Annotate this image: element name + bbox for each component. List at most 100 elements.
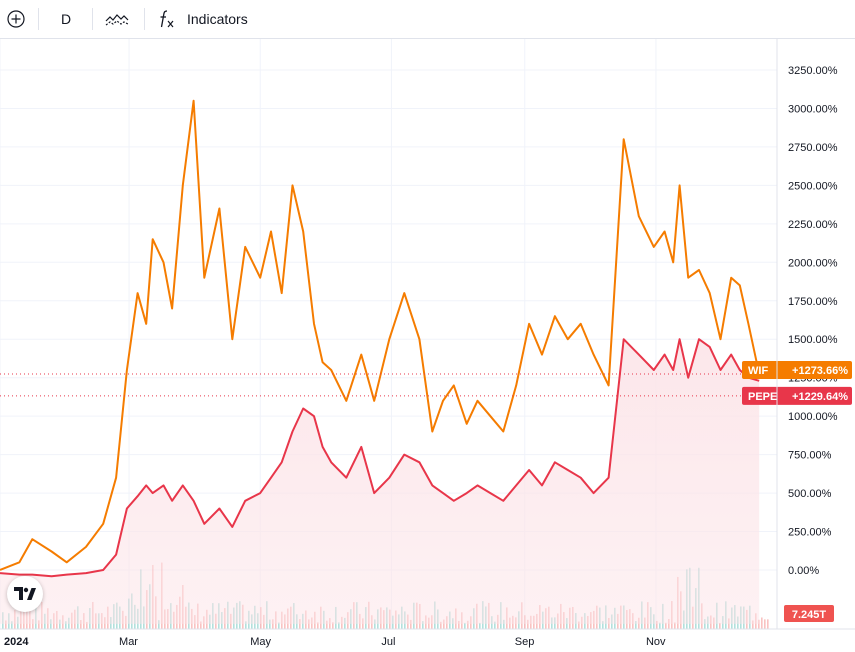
y-tick-label: 750.00% [788,450,832,462]
volume-bar [338,622,340,629]
pepe-line [0,338,760,578]
y-tick-label: 2250.00% [788,219,838,231]
series-lines [0,99,761,578]
volume-bar [458,620,460,629]
volume-bar [668,618,670,629]
y-tick-label: 2000.00% [788,257,838,269]
volume-tag: 7.245T [784,605,834,622]
tradingview-logo[interactable] [7,576,43,612]
y-tick-label: 250.00% [788,527,832,539]
volume-bar [410,619,412,629]
volume-bar [443,619,445,629]
wif-tag-value: +1273.66% [792,365,848,377]
pepe-tag-value: +1229.64% [792,391,848,403]
volume-bar [50,619,52,629]
plus-circle-icon [7,10,25,28]
volume-bar [269,619,271,629]
volume-bar [494,621,496,629]
volume-bar [635,621,637,629]
x-axis: 2024 Mar May Jul Sep Nov [4,636,666,648]
x-tick-label: Mar [119,636,138,648]
compare-button[interactable] [102,0,132,38]
volume-bar [527,619,529,629]
volume-bar [464,622,466,629]
volume-bar [674,622,676,629]
volume-bar [578,621,580,629]
add-symbol-button[interactable] [3,0,29,38]
pepe-tag: PEPE +1229.64% [742,386,852,405]
wif-line [0,99,761,571]
y-tick-label: 1750.00% [788,296,838,308]
volume-bar [659,622,661,629]
volume-bar [422,621,424,629]
volume-bar [332,622,334,629]
volume-bar [704,619,706,629]
x-tick-label: Sep [515,636,535,648]
pepe-area [0,339,760,624]
y-tick-label: 2500.00% [788,180,838,192]
y-tick-label: 3000.00% [788,103,838,115]
volume-bar [278,622,280,629]
volume-bar [752,620,754,629]
volume-bar [245,621,247,629]
volume-bar [200,621,202,629]
y-tick-label: 0.00% [788,565,819,577]
toolbar-divider [144,8,145,30]
volume-bar [86,621,88,629]
y-tick-label: 500.00% [788,488,832,500]
volume-bar [767,619,769,629]
volume-bar [32,619,34,629]
volume-bar [503,619,505,629]
compare-symbols-icon [105,14,129,26]
volume-bar [38,620,40,629]
volume-bar [272,619,274,629]
wif-tag: WIF +1273.66% [742,361,852,380]
volume-bar [11,621,13,629]
volume-bar [158,620,160,629]
price-chart[interactable]: 3250.00% 3000.00% 2750.00% 2500.00% 2250.00%… [0,39,855,652]
toolbar: D Indicators [0,0,855,39]
volume-bar [299,619,301,629]
interval-label: D [60,11,72,27]
y-axis: 3250.00% 3000.00% 2750.00% 2500.00% 2250.00%… [788,65,838,577]
series-tags: WIF +1273.66% PEPE +1229.64% 7.245T [742,361,852,622]
volume-bar [317,622,319,629]
x-tick-label: Nov [646,636,666,648]
volume-value: 7.245T [792,609,827,621]
volume-bar [5,620,7,629]
volume-bar [479,622,481,629]
pepe-tag-name: PEPE [748,391,777,403]
x-tick-label: May [250,636,271,648]
volume-bar [758,619,760,629]
y-tick-label: 1000.00% [788,411,838,423]
volume-bar [719,622,721,629]
y-tick-label: 2750.00% [788,142,838,154]
volume-bar [467,620,469,629]
y-tick-label: 1500.00% [788,334,838,346]
last-price-lines [0,373,777,397]
volume-bar [656,620,658,629]
tradingview-logo-icon [14,587,36,600]
volume-bar [761,617,763,629]
indicators-label: Indicators [187,11,248,27]
series-areas [0,339,760,624]
volume-bar [65,621,67,629]
toolbar-divider [92,8,93,30]
x-tick-label: 2024 [4,636,29,648]
indicators-button[interactable]: Indicators [156,0,262,38]
interval-button[interactable]: D [52,0,80,38]
volume-bar [764,619,766,629]
volume-bar [440,621,442,629]
x-tick-label: Jul [381,636,395,648]
volume-bar [665,622,667,629]
volume-bar [602,621,604,629]
volume-bar [59,619,61,629]
fx-icon [160,10,174,28]
volume-bar [374,619,376,629]
volume-bar [308,619,310,629]
y-tick-label: 3250.00% [788,65,838,77]
wif-tag-name: WIF [748,365,768,377]
volume-bar [326,620,328,629]
toolbar-divider [38,8,39,30]
volume-bar [80,620,82,629]
